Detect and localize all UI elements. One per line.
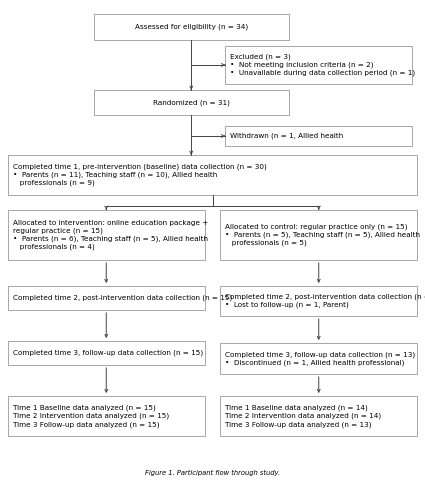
Text: Assessed for eligibility (n = 34): Assessed for eligibility (n = 34) (135, 24, 248, 30)
Text: Completed time 1, pre-intervention (baseline) data collection (n = 30)
•  Parent: Completed time 1, pre-intervention (base… (13, 164, 266, 186)
Bar (225, 126, 412, 146)
Text: Time 1 Baseline data analyzed (n = 15)
Time 2 Intervention data analyzed (n = 15: Time 1 Baseline data analyzed (n = 15) T… (13, 404, 169, 427)
Text: Completed time 3, follow-up data collection (n = 13)
•  Discontinued (n = 1, All: Completed time 3, follow-up data collect… (225, 351, 415, 366)
Text: Completed time 2, post-intervention data collection (n = 14)
•  Lost to follow-u: Completed time 2, post-intervention data… (225, 294, 425, 308)
Bar (8, 396, 205, 436)
Bar (94, 14, 289, 40)
Bar (220, 396, 417, 436)
Bar (8, 341, 205, 365)
Bar (8, 155, 417, 195)
Text: Randomized (n = 31): Randomized (n = 31) (153, 99, 230, 106)
Bar (8, 210, 205, 260)
Text: Allocated to control: regular practice only (n = 15)
•  Parents (n = 5), Teachin: Allocated to control: regular practice o… (225, 224, 420, 246)
Bar (225, 46, 412, 84)
Text: Excluded (n = 3)
•  Not meeting inclusion criteria (n = 2)
•  Unavailable during: Excluded (n = 3) • Not meeting inclusion… (230, 54, 416, 76)
Bar (220, 286, 417, 316)
Text: Withdrawn (n = 1, Allied health: Withdrawn (n = 1, Allied health (230, 132, 343, 139)
Bar (94, 90, 289, 115)
Text: Time 1 Baseline data analyzed (n = 14)
Time 2 Intervention data analyzed (n = 14: Time 1 Baseline data analyzed (n = 14) T… (225, 404, 381, 427)
Text: Allocated to intervention: online education package +
regular practice (n = 15)
: Allocated to intervention: online educat… (13, 220, 208, 250)
Bar (220, 343, 417, 374)
Text: Completed time 2, post-intervention data collection (n = 15): Completed time 2, post-intervention data… (13, 294, 232, 301)
Bar (8, 286, 205, 310)
Text: Completed time 3, follow-up data collection (n = 15): Completed time 3, follow-up data collect… (13, 350, 203, 356)
Bar (220, 210, 417, 260)
Text: Figure 1. Participant flow through study.: Figure 1. Participant flow through study… (145, 470, 280, 476)
